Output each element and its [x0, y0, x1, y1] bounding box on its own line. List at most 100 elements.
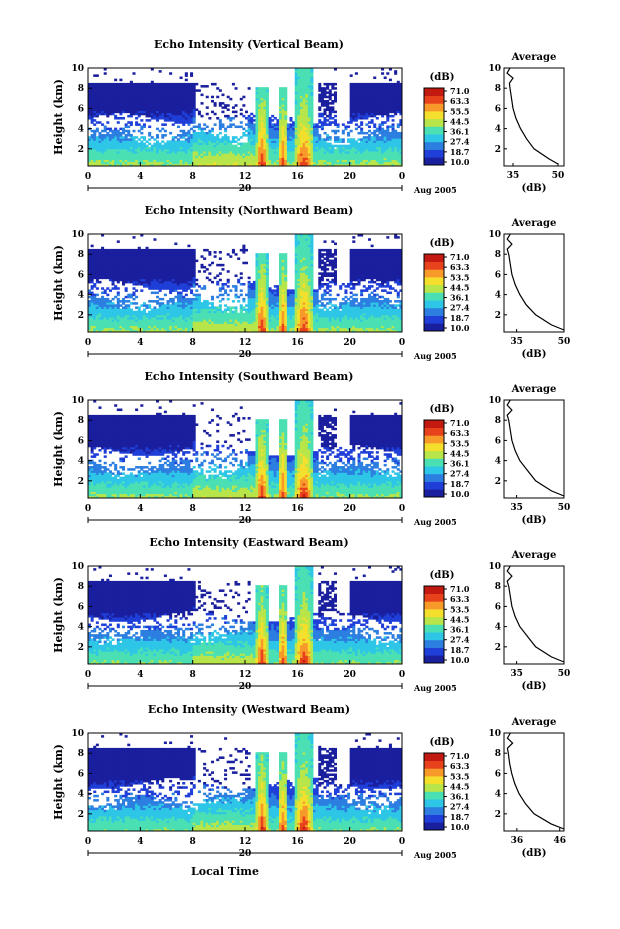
- heatmap-cell: [388, 110, 392, 114]
- heatmap-cell: [137, 110, 141, 114]
- heatmap-cell: [169, 257, 173, 260]
- heatmap-cell: [135, 146, 139, 150]
- heatmap-cell: [116, 297, 120, 301]
- heatmap-cell: [169, 304, 173, 307]
- heatmap-cell: [145, 276, 149, 280]
- heatmap-cell: [169, 146, 173, 150]
- heatmap-cell: [179, 112, 183, 116]
- heatmap-cell: [148, 108, 152, 112]
- heatmap-cell: [124, 93, 128, 97]
- heatmap-cell: [190, 87, 194, 90]
- heatmap-cell: [373, 114, 377, 118]
- heatmap-cell: [122, 251, 126, 254]
- heatmap-cell: [88, 276, 92, 280]
- heatmap-cell: [328, 146, 332, 150]
- heatmap-cell: [184, 312, 188, 316]
- heatmap-cell: [140, 268, 144, 271]
- heatmap-cell: [114, 272, 118, 275]
- heatmap-cell: [174, 274, 178, 278]
- heatmap-cell: [260, 93, 264, 97]
- heatmap-cell: [174, 121, 178, 124]
- heatmap-cell: [357, 91, 361, 94]
- heatmap-cell: [362, 142, 366, 146]
- heatmap-cell: [318, 89, 322, 92]
- heatmap-cell: [386, 157, 390, 161]
- heatmap-cell: [122, 278, 126, 282]
- heatmap-cell: [373, 76, 377, 80]
- heatmap-cell: [286, 136, 290, 139]
- heatmap-cell: [258, 102, 262, 105]
- heatmap-cell: [218, 163, 222, 167]
- heatmap-cell: [153, 97, 157, 101]
- heatmap-cell: [114, 140, 118, 143]
- heatmap-cell: [101, 314, 105, 318]
- heatmap-cell: [263, 157, 267, 161]
- heatmap-cell: [108, 102, 112, 105]
- heatmap-cell: [373, 106, 377, 109]
- heatmap-cell: [101, 304, 105, 307]
- heatmap-cell: [297, 142, 301, 146]
- heatmap-cell: [362, 136, 366, 139]
- heatmap-cell: [388, 78, 392, 82]
- heatmap-cell: [135, 248, 139, 252]
- heatmap-cell: [106, 319, 110, 322]
- heatmap-cell: [95, 85, 99, 88]
- heatmap-cell: [148, 112, 152, 116]
- heatmap-cell: [135, 142, 139, 146]
- heatmap-cell: [305, 155, 309, 158]
- heatmap-cell: [279, 102, 283, 105]
- heatmap-cell: [156, 97, 160, 101]
- heatmap-cell: [210, 161, 214, 165]
- heatmap-cell: [294, 117, 298, 120]
- heatmap-cell: [255, 151, 259, 154]
- heatmap-cell: [357, 95, 361, 99]
- heatmap-cell: [176, 97, 180, 101]
- heatmap-cell: [153, 263, 157, 267]
- heatmap-cell: [386, 112, 390, 116]
- heatmap-cell: [263, 91, 267, 94]
- heatmap-cell: [192, 317, 196, 320]
- heatmap-cell: [388, 99, 392, 103]
- heatmap-cell: [161, 134, 165, 137]
- heatmap-cell: [184, 289, 188, 292]
- heatmap-cell: [145, 261, 149, 265]
- heatmap-cell: [163, 163, 167, 167]
- heatmap-cell: [106, 253, 110, 256]
- heatmap-cell: [124, 108, 128, 112]
- heatmap-cell: [106, 148, 110, 152]
- heatmap-cell: [156, 325, 160, 329]
- heatmap-cell: [362, 108, 366, 112]
- heatmap-cell: [150, 85, 154, 88]
- heatmap-cell: [169, 319, 173, 322]
- heatmap-cell: [310, 108, 314, 112]
- heatmap-cell: [381, 129, 385, 133]
- heatmap-cell: [137, 153, 141, 156]
- heatmap-cell: [367, 114, 371, 118]
- heatmap-cell: [187, 123, 191, 126]
- heatmap-cell: [305, 148, 309, 152]
- heatmap-cell: [292, 125, 296, 129]
- heatmap-cell: [242, 127, 246, 131]
- heatmap-cell: [184, 265, 188, 269]
- heatmap-cell: [182, 119, 186, 122]
- heatmap-cell: [299, 87, 303, 90]
- heatmap-cell: [174, 112, 178, 116]
- heatmap-cell: [357, 82, 361, 86]
- heatmap-cell: [111, 95, 115, 99]
- heatmap-cell: [135, 121, 139, 124]
- heatmap-cell: [119, 82, 123, 86]
- heatmap-cell: [297, 129, 301, 133]
- heatmap-cell: [132, 136, 136, 139]
- heatmap-cell: [307, 110, 311, 114]
- heatmap-cell: [399, 112, 403, 116]
- heatmap-cell: [176, 259, 180, 263]
- heatmap-cell: [145, 327, 149, 331]
- heatmap-cell: [95, 304, 99, 307]
- heatmap-cell: [166, 263, 170, 267]
- heatmap-cell: [396, 123, 400, 126]
- heatmap-cell: [101, 255, 105, 258]
- heatmap-cell: [221, 159, 225, 163]
- heatmap-cell: [357, 89, 361, 92]
- heatmap-cell: [158, 110, 162, 114]
- heatmap-cell: [381, 163, 385, 167]
